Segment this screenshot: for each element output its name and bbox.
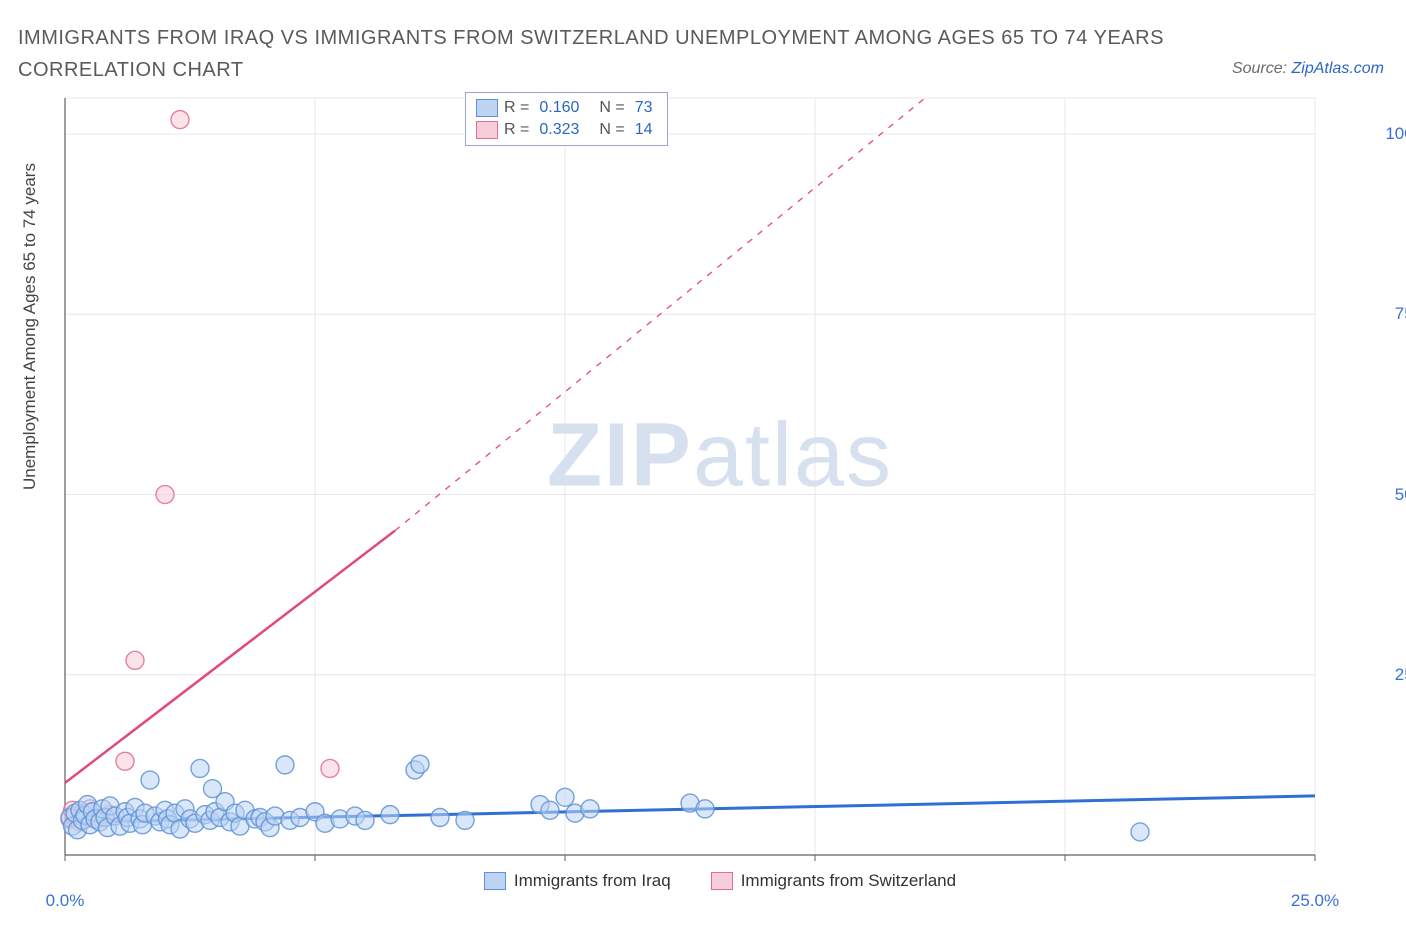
scatter-plot: ZIPatlas R =0.160N =73R =0.323N =14 Immi… xyxy=(55,90,1385,885)
n-value: 14 xyxy=(631,121,657,139)
n-value: 73 xyxy=(631,99,657,117)
r-label: R = xyxy=(504,121,529,139)
source-attribution: Source: ZipAtlas.com xyxy=(1232,60,1384,78)
y-tick-label: 25.0% xyxy=(1395,665,1406,685)
chart-canvas xyxy=(55,90,1385,885)
source-prefix: Source: xyxy=(1232,60,1292,77)
stats-legend-row: R = 0.323 N = 14 xyxy=(476,119,657,141)
r-value: 0.160 xyxy=(535,99,593,117)
legend-label: Immigrants from Switzerland xyxy=(741,871,956,891)
legend-label: Immigrants from Iraq xyxy=(514,871,671,891)
stats-legend-row: R = 0.160 N = 73 xyxy=(476,97,657,119)
stats-legend: R = 0.160 N = 73 R = 0.323 N = 14 xyxy=(465,92,668,146)
legend-swatch xyxy=(476,99,498,117)
legend-swatch xyxy=(711,872,733,890)
n-label: N = xyxy=(599,99,624,117)
x-tick-label: 25.0% xyxy=(1291,891,1339,911)
legend-swatch xyxy=(484,872,506,890)
r-value: 0.323 xyxy=(535,121,593,139)
legend-swatch xyxy=(476,121,498,139)
y-axis-label: Unemployment Among Ages 65 to 74 years xyxy=(20,163,40,490)
legend-item: Immigrants from Switzerland xyxy=(711,871,956,891)
y-tick-label: 75.0% xyxy=(1395,304,1406,324)
series-legend: Immigrants from Iraq Immigrants from Swit… xyxy=(55,871,1385,891)
y-tick-label: 100.0% xyxy=(1385,124,1406,144)
y-tick-label: 50.0% xyxy=(1395,485,1406,505)
r-label: R = xyxy=(504,99,529,117)
n-label: N = xyxy=(599,121,624,139)
chart-title: IMMIGRANTS FROM IRAQ VS IMMIGRANTS FROM … xyxy=(18,22,1286,86)
x-tick-label: 0.0% xyxy=(46,891,85,911)
source-link[interactable]: ZipAtlas.com xyxy=(1292,60,1384,77)
legend-item: Immigrants from Iraq xyxy=(484,871,671,891)
